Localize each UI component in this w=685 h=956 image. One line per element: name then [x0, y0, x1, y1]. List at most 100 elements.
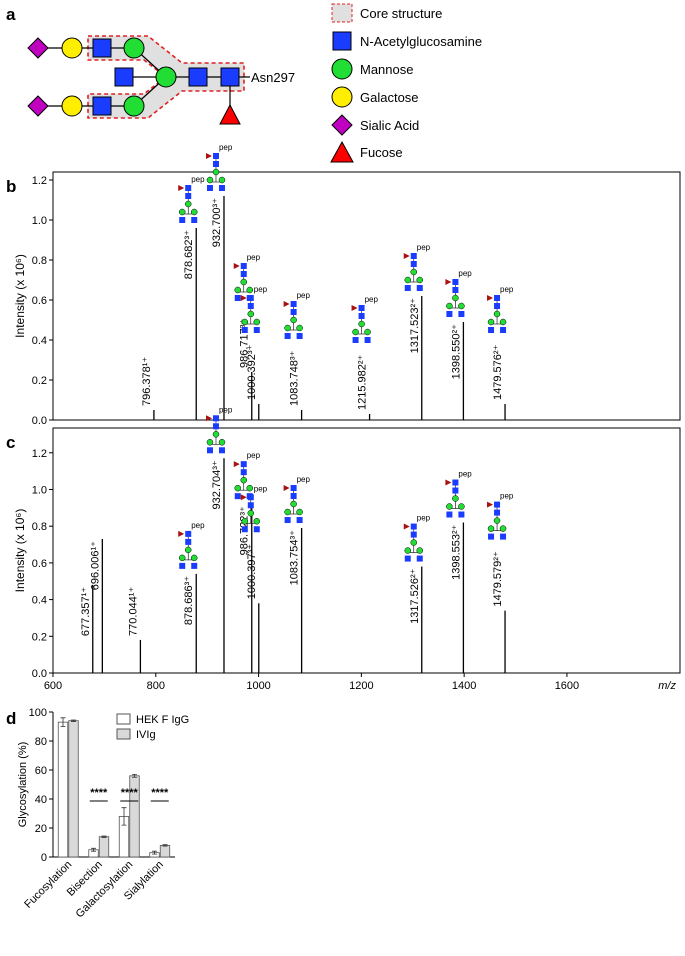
x-tick-label: 1200 — [349, 680, 373, 692]
y-tick-label: 0.2 — [32, 375, 47, 387]
glcnac — [212, 423, 219, 430]
glcnac — [241, 327, 248, 333]
peak-label: 796.378¹⁺ — [141, 357, 153, 406]
hexose — [184, 200, 192, 208]
peak-label: 770.044¹⁺ — [127, 587, 139, 636]
glycan-label: pep — [219, 405, 233, 414]
glycan-icon: pep — [178, 175, 205, 223]
hexose — [493, 310, 501, 318]
error-bar — [162, 844, 168, 847]
hexose — [212, 168, 220, 176]
glcnac — [352, 337, 359, 343]
legend-label: Fucose — [360, 145, 403, 160]
peak-label: 1000.392³⁺ — [246, 344, 258, 400]
hexose — [404, 547, 412, 554]
sialic-acid — [27, 95, 49, 117]
peak-label: 878.686³⁺ — [183, 576, 195, 625]
legend-label: Core structure — [360, 6, 442, 21]
peak-label: 1479.576²⁺ — [492, 344, 504, 400]
glycan-diagram: Asn297 — [27, 35, 295, 125]
hexose — [190, 554, 198, 562]
glcnac — [410, 531, 417, 538]
glcnac — [416, 285, 423, 291]
glcnac — [284, 517, 291, 524]
glcnac — [212, 161, 219, 167]
glycan-icon: pep — [233, 451, 261, 500]
mannose — [123, 95, 145, 117]
hexose — [410, 539, 418, 546]
x-axis-label: m/z — [658, 680, 676, 692]
glycan-label: pep — [247, 253, 261, 262]
hexose — [246, 484, 253, 492]
hexose — [178, 554, 186, 562]
glycan-label: pep — [297, 291, 311, 300]
mannose — [155, 66, 177, 88]
glycan-label: pep — [500, 492, 514, 501]
legend-label: N-Acetylglucosamine — [360, 34, 482, 49]
fucose — [487, 295, 494, 301]
hexose — [416, 276, 424, 284]
peak-label: 1398.550²⁺ — [450, 324, 462, 380]
glcnac — [92, 96, 112, 116]
peak-label: 696.006¹⁺ — [89, 541, 101, 590]
glcnac — [240, 461, 247, 468]
legend-label: Galactose — [360, 90, 419, 105]
hexose — [206, 176, 214, 184]
x-tick-label: Fucosylation — [22, 859, 74, 911]
glycan-label: pep — [500, 285, 514, 294]
panel-label: a — [6, 5, 16, 24]
glcnac — [220, 67, 240, 87]
glcnac — [185, 538, 192, 545]
legend-swatch — [116, 713, 131, 725]
y-tick-label: 0.6 — [32, 295, 47, 307]
glycan-icon: pep — [403, 514, 431, 562]
glcnac — [410, 523, 417, 530]
bar — [57, 721, 69, 858]
glcnac — [410, 253, 417, 259]
glcnac — [290, 309, 297, 315]
glcnac — [452, 279, 459, 285]
glcnac — [446, 511, 453, 518]
hexose — [446, 302, 453, 310]
glcnac — [364, 337, 371, 343]
legend-label: IVIg — [136, 729, 156, 741]
legend-label: HEK F IgG — [136, 714, 189, 726]
hexose — [284, 324, 291, 332]
hexose — [240, 476, 247, 484]
hexose — [364, 328, 371, 336]
site-label: Asn297 — [251, 70, 295, 85]
glycan-label: pep — [191, 175, 205, 184]
hexose — [206, 439, 214, 446]
glycan-icon: pep — [205, 143, 233, 191]
glcnac — [241, 526, 248, 533]
glycan-label: pep — [458, 470, 472, 479]
glcnac — [358, 305, 365, 311]
y-tick-label: 1.0 — [32, 215, 47, 227]
glcnac — [410, 261, 417, 267]
glcnac — [247, 502, 254, 509]
glcnac — [452, 287, 459, 293]
error-bar — [91, 847, 96, 852]
glcnac — [296, 517, 303, 524]
fucose — [240, 295, 247, 301]
legend-fucose — [330, 140, 354, 163]
glcnac — [404, 285, 411, 291]
hexose — [452, 495, 459, 502]
hexose — [234, 484, 241, 492]
y-axis-label: Intensity (x 10⁶) — [13, 509, 27, 593]
y-tick-label: 0.8 — [32, 255, 47, 267]
glcnac — [253, 327, 260, 333]
hexose — [487, 318, 495, 326]
hexose — [290, 500, 297, 508]
hexose — [218, 439, 226, 446]
hexose — [358, 320, 365, 328]
glycan-icon: pep — [487, 492, 514, 540]
glycan-label: pep — [458, 269, 472, 278]
y-tick-label: 1.0 — [32, 484, 47, 496]
glcnac — [234, 295, 241, 301]
error-bar — [132, 773, 137, 778]
hexose — [253, 518, 261, 525]
bar — [68, 720, 79, 858]
peak-label: 677.357¹⁺ — [80, 587, 92, 636]
glcnac — [218, 185, 225, 191]
